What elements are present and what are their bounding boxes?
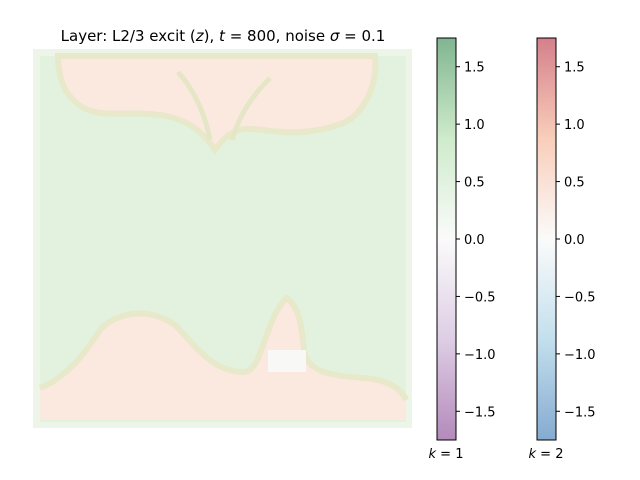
colorbar-k2: 1.5 1.0 0.5 0.0 −0.5 −1.0 −1.5 k = 2 — [529, 37, 596, 462]
colorbar-k1-tick-label-6: −1.5 — [464, 405, 496, 420]
central-white-patch — [268, 350, 306, 372]
colorbar-k1-tick-label-0: 1.5 — [464, 61, 485, 76]
colorbar-k2-tick-label-3: 0.0 — [564, 233, 585, 248]
top-pink-region — [58, 56, 376, 150]
top-region-outline — [54, 53, 379, 156]
colorbar-k2-label: k = 2 — [529, 447, 564, 462]
colorbar-k1-ticks: 1.5 1.0 0.5 0.0 −0.5 −1.0 −1.5 — [456, 61, 496, 420]
colorbar-k2-tick-label-6: −1.5 — [564, 405, 596, 420]
colorbar-k2-tick-label-5: −1.0 — [564, 348, 596, 363]
chart-title: Layer: L2/3 excit (z), t = 800, noise σ … — [61, 27, 386, 45]
heatmap — [33, 49, 412, 428]
colorbar-k2-bar — [537, 38, 556, 440]
colorbar-k2-tick-label-0: 1.5 — [564, 61, 585, 76]
bottom-pink-region — [40, 298, 406, 420]
colorbar-k2-ticks: 1.5 1.0 0.5 0.0 −0.5 −1.0 −1.5 — [556, 61, 596, 420]
colorbar-k1-tick-label-3: 0.0 — [464, 233, 485, 248]
colorbar-k1-tick-label-5: −1.0 — [464, 348, 496, 363]
colorbar-k1-tick-label-4: −0.5 — [464, 290, 496, 305]
colorbar-k1-tick-label-1: 1.0 — [464, 118, 485, 133]
colorbar-k1-label: k = 1 — [429, 447, 464, 462]
colorbar-k1-tick-label-2: 0.5 — [464, 176, 485, 191]
colorbar-k2-tick-label-2: 0.5 — [564, 176, 585, 191]
colorbar-k2-tick-label-4: −0.5 — [564, 290, 596, 305]
top-inner-streak-left — [176, 70, 213, 141]
colorbar-k2-tick-label-1: 1.0 — [564, 118, 585, 133]
colorbar-k1: 1.5 1.0 0.5 0.0 −0.5 −1.0 −1.5 k = 1 — [429, 37, 496, 462]
top-inner-streak-right — [229, 76, 272, 141]
colorbar-k1-bar — [437, 38, 456, 440]
bottom-region-outline — [38, 294, 409, 402]
